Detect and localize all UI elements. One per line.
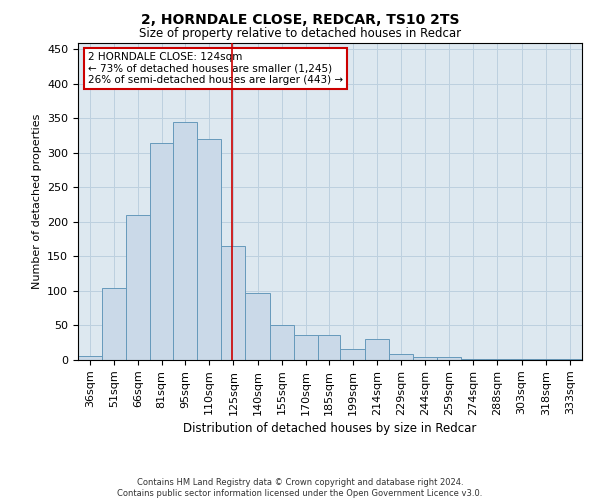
X-axis label: Distribution of detached houses by size in Redcar: Distribution of detached houses by size …	[184, 422, 476, 435]
Bar	[173, 122, 197, 360]
Bar	[127, 215, 151, 360]
Bar	[294, 335, 318, 360]
Text: Size of property relative to detached houses in Redcar: Size of property relative to detached ho…	[139, 28, 461, 40]
Bar	[413, 356, 437, 360]
Bar	[318, 335, 340, 360]
Bar	[102, 288, 127, 360]
Y-axis label: Number of detached properties: Number of detached properties	[32, 114, 41, 289]
Bar	[340, 349, 365, 360]
Bar	[151, 142, 173, 360]
Bar	[365, 340, 389, 360]
Bar	[269, 326, 294, 360]
Bar	[78, 356, 102, 360]
Bar	[245, 293, 269, 360]
Bar	[197, 139, 221, 360]
Text: 2 HORNDALE CLOSE: 124sqm
← 73% of detached houses are smaller (1,245)
26% of sem: 2 HORNDALE CLOSE: 124sqm ← 73% of detach…	[88, 52, 343, 85]
Bar	[461, 358, 485, 360]
Bar	[221, 246, 245, 360]
Text: Contains HM Land Registry data © Crown copyright and database right 2024.
Contai: Contains HM Land Registry data © Crown c…	[118, 478, 482, 498]
Bar	[389, 354, 413, 360]
Text: 2, HORNDALE CLOSE, REDCAR, TS10 2TS: 2, HORNDALE CLOSE, REDCAR, TS10 2TS	[141, 12, 459, 26]
Bar	[437, 356, 461, 360]
